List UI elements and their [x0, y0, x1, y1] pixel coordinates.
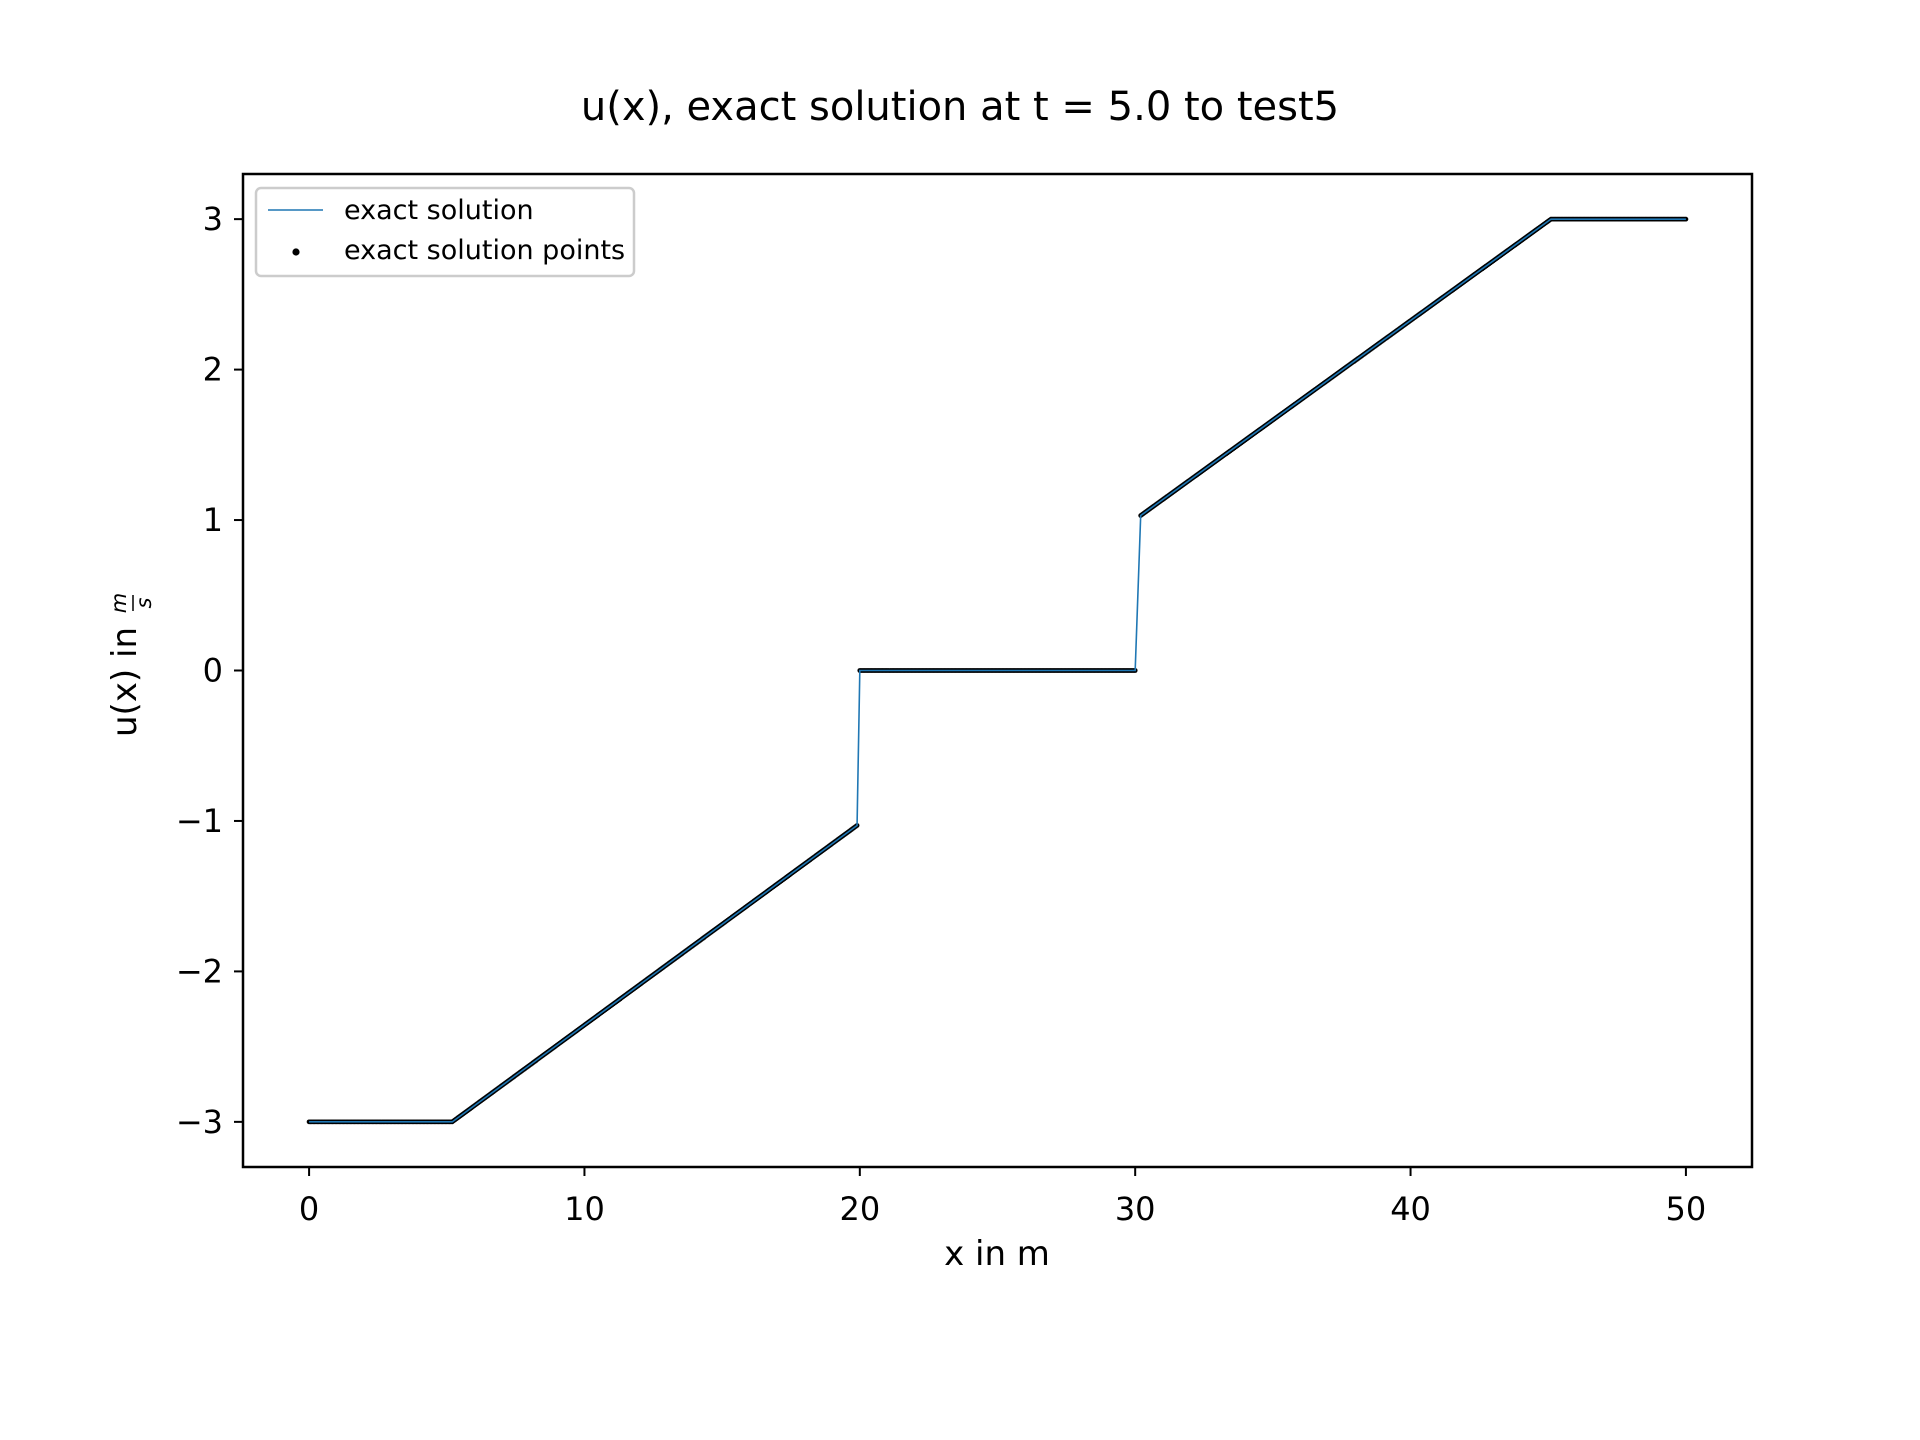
y-tick-label: 1 [203, 501, 223, 539]
x-tick-label: 0 [299, 1190, 319, 1228]
y-tick-label: 2 [203, 351, 223, 389]
y-tick-label: −1 [176, 802, 223, 840]
series-exact-solution-line [309, 218, 1686, 1123]
legend-point-swatch [292, 248, 300, 256]
y-tick-label: 3 [203, 200, 223, 238]
x-tick-label: 30 [1115, 1190, 1156, 1228]
legend-label-exact-solution: exact solution [344, 195, 534, 226]
x-tick-label: 50 [1666, 1190, 1707, 1228]
plot-area [306, 216, 1689, 1125]
axis-ticks: 0 10 20 30 40 50 −3 −2 −1 0 1 2 3 [176, 200, 1706, 1228]
chart-title: u(x), exact solution at t = 5.0 to test5 [581, 84, 1339, 130]
y-tick-label: −3 [176, 1103, 223, 1141]
x-tick-label: 40 [1390, 1190, 1431, 1228]
y-axis-label: u(x) in [105, 627, 145, 737]
x-tick-label: 10 [564, 1190, 605, 1228]
y-axis-unit-numerator: m [107, 593, 131, 613]
y-axis-unit-denominator: s [132, 597, 156, 608]
legend-frame [254, 186, 636, 278]
legend-label-exact-solution-points: exact solution points [344, 235, 625, 266]
x-axis-label: x in m [944, 1234, 1050, 1274]
y-tick-label: 0 [203, 652, 223, 690]
y-tick-label: −2 [176, 952, 223, 990]
x-tick-label: 20 [839, 1190, 880, 1228]
legend: exact solution exact solution points [254, 186, 636, 278]
y-axis-label-group: u(x) in m s [105, 593, 156, 737]
